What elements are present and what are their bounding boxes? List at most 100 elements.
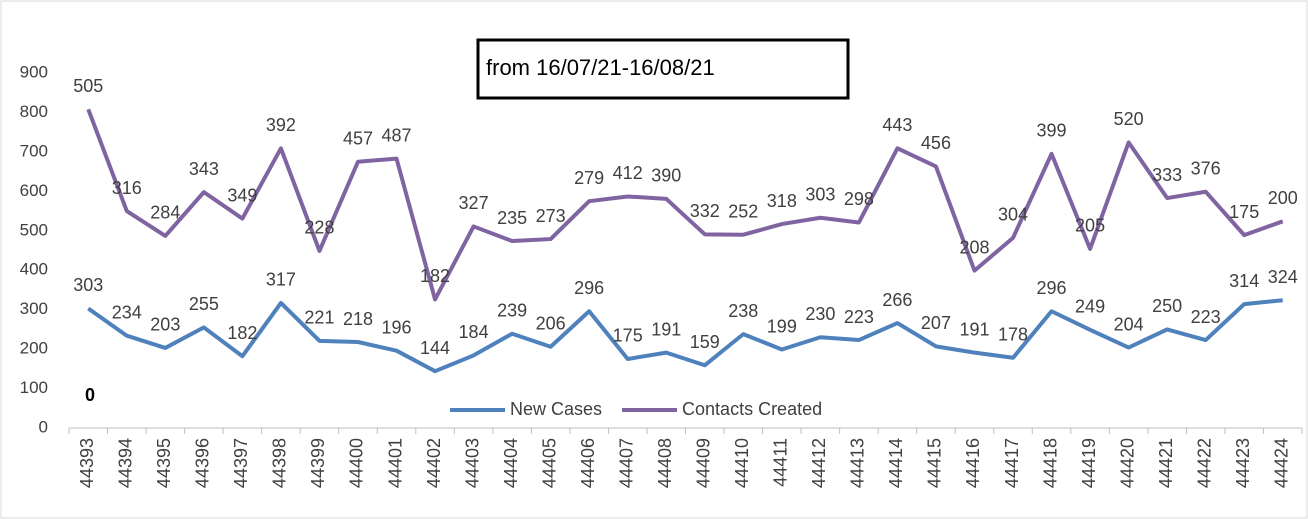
y-tick-label: 600 [20,181,48,200]
data-label: 184 [459,322,489,342]
data-label: 207 [921,313,951,333]
x-tick-label: 44404 [501,438,521,488]
data-label: 206 [536,313,566,333]
data-label: 317 [266,270,296,290]
y-tick-label: 800 [20,102,48,121]
x-tick-label: 44415 [925,438,945,488]
x-tick-label: 44410 [732,438,752,488]
data-label: 175 [613,326,643,346]
data-label: 296 [1037,278,1067,298]
x-tick-label: 44394 [116,438,136,488]
x-tick-label: 44422 [1194,438,1214,488]
x-tick-label: 44400 [347,438,367,488]
x-tick-label: 44416 [963,438,983,488]
data-label: 159 [690,332,720,352]
x-tick-label: 44421 [1156,438,1176,488]
data-label: 252 [728,201,758,221]
data-label: 390 [651,166,681,186]
data-label: 399 [1037,121,1067,141]
y-tick-label: 400 [20,260,48,279]
data-label: 144 [420,338,450,358]
data-label: 238 [728,301,758,321]
data-label: 303 [73,275,103,295]
data-label: 266 [882,290,912,310]
data-label: 279 [574,168,604,188]
y-tick-label: 0 [39,417,48,436]
data-label: 230 [805,304,835,324]
data-label: 324 [1268,267,1298,287]
x-tick-label: 44409 [694,438,714,488]
data-label: 314 [1229,271,1259,291]
x-tick-label: 44411 [771,438,791,487]
y-tick-label: 200 [20,339,48,358]
x-tick-label: 44396 [193,438,213,488]
x-tick-label: 44417 [1002,438,1022,488]
data-label: 332 [690,201,720,221]
data-label: 221 [304,308,334,328]
series-line [86,108,1284,302]
x-tick-label: 44402 [424,438,444,488]
x-tick-label: 44420 [1117,438,1137,488]
data-label: 228 [304,218,334,238]
data-label: 249 [1075,297,1105,317]
data-label: 376 [1191,158,1221,178]
x-tick-label: 44393 [77,438,97,488]
data-label: 318 [767,191,797,211]
x-tick-label: 44395 [154,438,174,488]
data-label: 200 [1268,188,1298,208]
data-label: 457 [343,129,373,149]
x-tick-label: 44412 [809,438,829,488]
data-label: 191 [651,319,681,339]
data-label: 235 [497,208,527,228]
data-label: 273 [536,206,566,226]
title-box [476,38,850,100]
legend-label: Contacts Created [682,399,822,419]
data-label: 333 [1152,165,1182,185]
y-tick-label: 900 [20,62,48,81]
y-tick-label: 100 [20,378,48,397]
data-label: 284 [150,203,180,223]
x-tick-label: 44403 [462,438,482,488]
data-label: 196 [381,317,411,337]
x-tick-label: 44401 [385,438,405,488]
data-label: 208 [959,237,989,257]
data-label: 204 [1114,314,1144,334]
data-label: 250 [1152,296,1182,316]
data-label: 487 [381,125,411,145]
data-label: 223 [1191,307,1221,327]
y-tick-label: 700 [20,141,48,160]
data-label: 199 [767,316,797,336]
x-tick-label: 44413 [848,438,868,488]
data-label: 191 [959,319,989,339]
series-line [87,298,1283,374]
x-tick-label: 44408 [655,438,675,488]
chart-title: from 16/07/21-16/08/21 [486,55,715,80]
y-tick-label: 300 [20,299,48,318]
data-label: 520 [1114,109,1144,129]
annotation: 0 [85,385,95,405]
x-tick-label: 44398 [270,438,290,488]
data-label: 223 [844,307,874,327]
data-label: 234 [112,302,142,322]
data-label: 443 [882,115,912,135]
x-tick-label: 44419 [1079,438,1099,488]
legend-label: New Cases [510,399,602,419]
data-label: 239 [497,300,527,320]
data-label: 182 [420,266,450,286]
data-label: 298 [844,189,874,209]
data-label: 349 [227,185,257,205]
x-tick-label: 44405 [539,438,559,488]
data-label: 304 [998,205,1028,225]
data-label: 456 [921,133,951,153]
x-tick-label: 44414 [886,438,906,488]
x-tick-label: 44406 [578,438,598,488]
x-tick-label: 44418 [1040,438,1060,488]
data-label: 303 [805,185,835,205]
data-label: 412 [613,163,643,183]
data-label: 205 [1075,216,1105,236]
x-tick-label: 44423 [1233,438,1253,488]
data-label: 316 [112,178,142,198]
data-label: 182 [227,323,257,343]
data-label: 175 [1229,202,1259,222]
